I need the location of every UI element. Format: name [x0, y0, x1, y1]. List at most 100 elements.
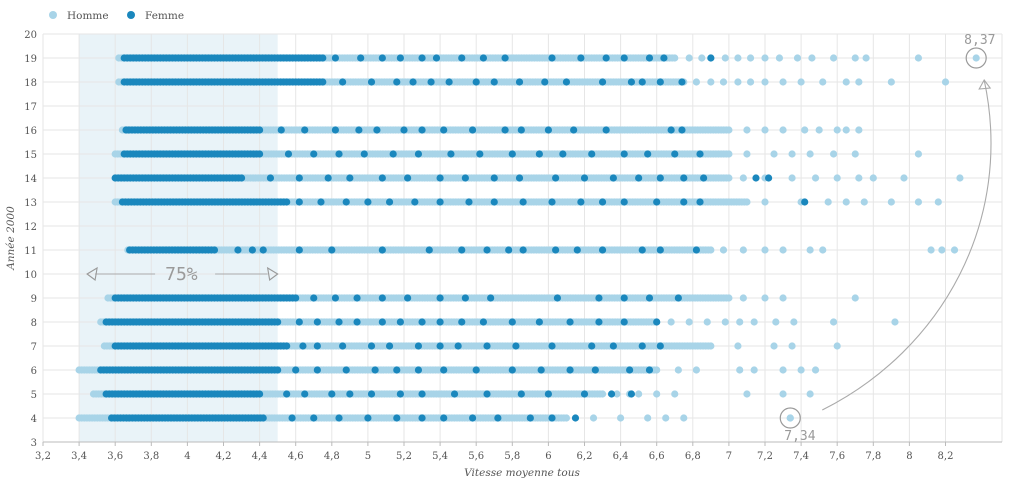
- x-tick-label: 8: [906, 451, 912, 462]
- arrow-head-icon: [978, 78, 992, 90]
- data-point-femme: [411, 198, 419, 206]
- data-point-homme: [779, 294, 787, 302]
- data-point-femme: [635, 174, 643, 182]
- data-point-homme: [746, 78, 755, 86]
- legend[interactable]: Homme Femme: [49, 10, 184, 22]
- data-point-femme: [700, 174, 708, 182]
- data-point-homme: [914, 54, 923, 62]
- x-tick-label: 7,8: [865, 451, 881, 462]
- data-point-femme: [331, 294, 340, 302]
- data-point-femme: [591, 366, 599, 374]
- data-point-femme: [645, 294, 654, 302]
- data-point-homme: [829, 318, 838, 326]
- data-point-femme: [436, 198, 444, 206]
- data-point-homme: [674, 366, 682, 374]
- data-point-homme: [644, 414, 652, 422]
- data-point-femme: [626, 366, 634, 374]
- data-point-homme-highlight: [972, 54, 980, 62]
- data-point-femme: [317, 198, 325, 206]
- data-point-femme: [367, 78, 376, 86]
- data-point-femme: [335, 414, 343, 422]
- data-point-homme: [811, 174, 820, 182]
- data-point-femme: [436, 342, 444, 350]
- data-point-homme: [851, 294, 859, 302]
- data-point-femme: [598, 78, 607, 86]
- data-point-femme: [656, 78, 664, 86]
- data-point-homme: [685, 54, 693, 62]
- legend-label-femme[interactable]: Femme: [145, 10, 184, 22]
- highlight-circle: [779, 407, 801, 429]
- data-point-homme: [746, 54, 755, 62]
- data-point-femme: [378, 318, 386, 326]
- data-point-femme: [436, 294, 444, 302]
- data-point-femme: [450, 390, 459, 398]
- y-tick-label: 9: [31, 294, 37, 305]
- data-point-femme: [656, 342, 664, 350]
- data-point-femme: [277, 126, 285, 134]
- arrow-right-icon: [266, 266, 279, 281]
- data-point-femme: [283, 198, 291, 206]
- data-point-femme: [313, 342, 321, 350]
- data-point-homme: [788, 342, 796, 350]
- y-tick-label: 19: [24, 54, 37, 65]
- data-point-homme: [842, 126, 850, 134]
- data-point-femme: [598, 198, 607, 206]
- arrow-left-icon: [86, 266, 98, 281]
- data-point-femme: [342, 366, 350, 374]
- data-point-homme: [761, 54, 769, 62]
- data-point-homme: [806, 246, 814, 254]
- data-point-femme: [752, 174, 760, 182]
- data-point-femme: [490, 174, 498, 182]
- data-point-homme: [736, 318, 744, 326]
- data-point-femme: [256, 390, 264, 398]
- data-point-femme: [588, 342, 596, 350]
- y-tick-label: 15: [24, 150, 37, 161]
- data-point-femme: [671, 150, 679, 158]
- data-point-femme: [301, 126, 309, 134]
- data-point-homme: [685, 318, 693, 326]
- data-point-femme: [548, 198, 556, 206]
- y-tick-label: 13: [24, 198, 37, 209]
- data-point-homme: [692, 78, 701, 86]
- x-tick-label: 7: [726, 451, 732, 462]
- data-point-femme: [680, 198, 688, 206]
- data-point-homme: [862, 54, 870, 62]
- data-point-homme: [801, 126, 809, 134]
- y-tick-label: 4: [31, 414, 37, 425]
- data-point-homme: [698, 54, 706, 62]
- data-point-femme: [595, 294, 603, 302]
- data-point-homme: [811, 366, 820, 374]
- data-point-homme: [887, 78, 895, 86]
- data-point-homme: [739, 246, 747, 254]
- data-point-femme: [548, 414, 556, 422]
- data-point-femme: [465, 198, 473, 206]
- data-point-femme: [248, 246, 256, 254]
- data-point-femme: [385, 198, 394, 206]
- data-point-femme: [393, 78, 401, 86]
- data-point-femme: [468, 126, 477, 134]
- data-point-homme: [725, 174, 733, 182]
- data-point-femme: [490, 198, 498, 206]
- data-point-femme: [553, 294, 562, 302]
- data-point-femme: [418, 54, 426, 62]
- data-point-femme: [548, 54, 556, 62]
- x-tick-label: 4,8: [324, 451, 340, 462]
- x-tick-label: 4,6: [288, 451, 304, 462]
- y-tick-label: 18: [24, 78, 37, 89]
- data-point-femme: [414, 150, 423, 158]
- connector-arrow: [822, 79, 992, 411]
- data-point-femme: [259, 246, 267, 254]
- data-point-homme: [808, 54, 816, 62]
- data-point-femme: [328, 390, 336, 398]
- data-point-femme: [346, 174, 354, 182]
- legend-label-homme[interactable]: Homme: [67, 10, 109, 22]
- data-point-homme: [855, 78, 863, 86]
- data-point-homme: [775, 54, 784, 62]
- data-point-femme: [598, 246, 607, 254]
- data-point-homme: [842, 198, 850, 206]
- legend-marker-femme: [127, 11, 135, 19]
- data-point-homme: [851, 54, 859, 62]
- data-point-femme: [765, 174, 773, 182]
- data-point-homme: [707, 246, 715, 254]
